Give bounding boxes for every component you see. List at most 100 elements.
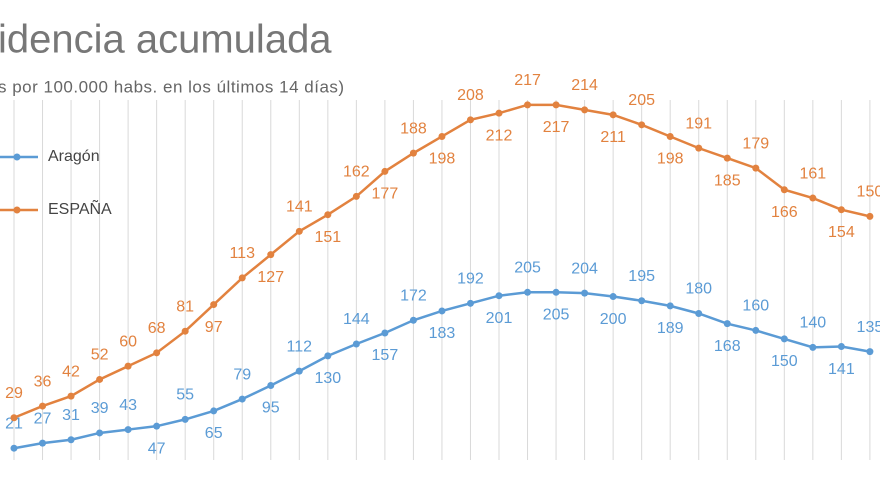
data-label: 79: [233, 366, 251, 383]
data-point: [124, 362, 132, 370]
data-point: [210, 407, 218, 415]
data-label: 127: [257, 269, 284, 286]
data-point: [552, 101, 560, 109]
data-point: [638, 121, 646, 129]
data-label: 29: [5, 385, 23, 402]
data-label: 205: [514, 260, 541, 277]
data-label: 162: [343, 164, 370, 181]
data-point: [695, 144, 703, 152]
data-point: [495, 292, 503, 300]
data-point: [495, 109, 503, 117]
data-label: 168: [714, 338, 741, 355]
data-label: 42: [62, 363, 80, 380]
data-label: 135: [857, 319, 880, 336]
data-label: 180: [685, 281, 712, 298]
data-point: [409, 149, 417, 157]
data-point: [723, 320, 731, 328]
data-point: [695, 309, 703, 317]
data-label: 189: [657, 320, 684, 337]
data-point: [96, 429, 104, 437]
data-label: 150: [857, 184, 880, 201]
data-point: [352, 340, 360, 348]
data-point: [67, 436, 75, 444]
data-point: [238, 274, 246, 282]
data-point: [409, 316, 417, 324]
legend-marker: [13, 153, 21, 161]
data-label: 130: [314, 370, 341, 387]
data-point: [581, 106, 589, 114]
data-point: [524, 288, 532, 296]
data-point: [39, 402, 47, 410]
data-label: 157: [372, 347, 399, 364]
data-label: 188: [400, 120, 427, 137]
data-label: 205: [628, 92, 655, 109]
data-point: [809, 194, 817, 202]
data-point: [39, 439, 47, 447]
data-point: [466, 116, 474, 124]
data-point: [581, 289, 589, 297]
data-point: [181, 327, 189, 335]
data-point: [609, 293, 617, 301]
data-point: [438, 307, 446, 315]
data-point: [238, 395, 246, 403]
data-point: [10, 444, 18, 452]
data-point: [752, 164, 760, 172]
data-point: [10, 414, 18, 422]
data-point: [752, 326, 760, 334]
data-label: 198: [429, 151, 456, 168]
data-point: [324, 352, 332, 360]
data-point: [124, 426, 132, 434]
data-label: 21: [5, 415, 23, 432]
chart-title: idencia acumulada: [0, 18, 332, 62]
data-label: 200: [600, 311, 627, 328]
data-point: [866, 212, 874, 220]
data-label: 191: [685, 115, 712, 132]
data-label: 166: [771, 204, 798, 221]
data-label: 161: [799, 165, 826, 182]
data-point: [267, 251, 275, 259]
data-label: 205: [543, 307, 570, 324]
data-label: 217: [543, 119, 570, 136]
data-point: [67, 392, 75, 400]
data-label: 52: [91, 347, 109, 364]
data-label: 177: [372, 186, 399, 203]
data-label: 60: [119, 333, 137, 350]
data-point: [723, 154, 731, 162]
data-label: 43: [119, 397, 137, 414]
data-point: [780, 335, 788, 343]
data-label: 55: [176, 387, 194, 404]
data-label: 27: [34, 410, 52, 427]
data-label: 185: [714, 172, 741, 189]
data-label: 68: [148, 320, 166, 337]
data-point: [381, 167, 389, 175]
data-label: 201: [486, 310, 513, 327]
data-label: 198: [657, 151, 684, 168]
data-label: 144: [343, 311, 370, 328]
data-label: 151: [314, 229, 341, 246]
data-point: [780, 186, 788, 194]
data-label: 211: [600, 129, 626, 146]
data-point: [638, 297, 646, 305]
data-label: 31: [62, 407, 80, 424]
data-point: [153, 349, 161, 357]
data-label: 154: [828, 224, 855, 241]
data-point: [666, 132, 674, 140]
data-label: 81: [176, 298, 194, 315]
data-label: 97: [205, 319, 223, 336]
data-point: [837, 206, 845, 214]
data-point: [210, 301, 218, 309]
data-point: [324, 211, 332, 219]
data-point: [438, 132, 446, 140]
legend-label: Aragón: [48, 148, 100, 165]
data-point: [552, 288, 560, 296]
data-label: 195: [628, 268, 655, 285]
data-label: 204: [571, 260, 598, 277]
data-point: [96, 375, 104, 383]
data-point: [153, 422, 161, 430]
data-label: 113: [229, 245, 255, 262]
data-point: [524, 101, 532, 109]
data-point: [809, 343, 817, 351]
data-point: [295, 227, 303, 235]
